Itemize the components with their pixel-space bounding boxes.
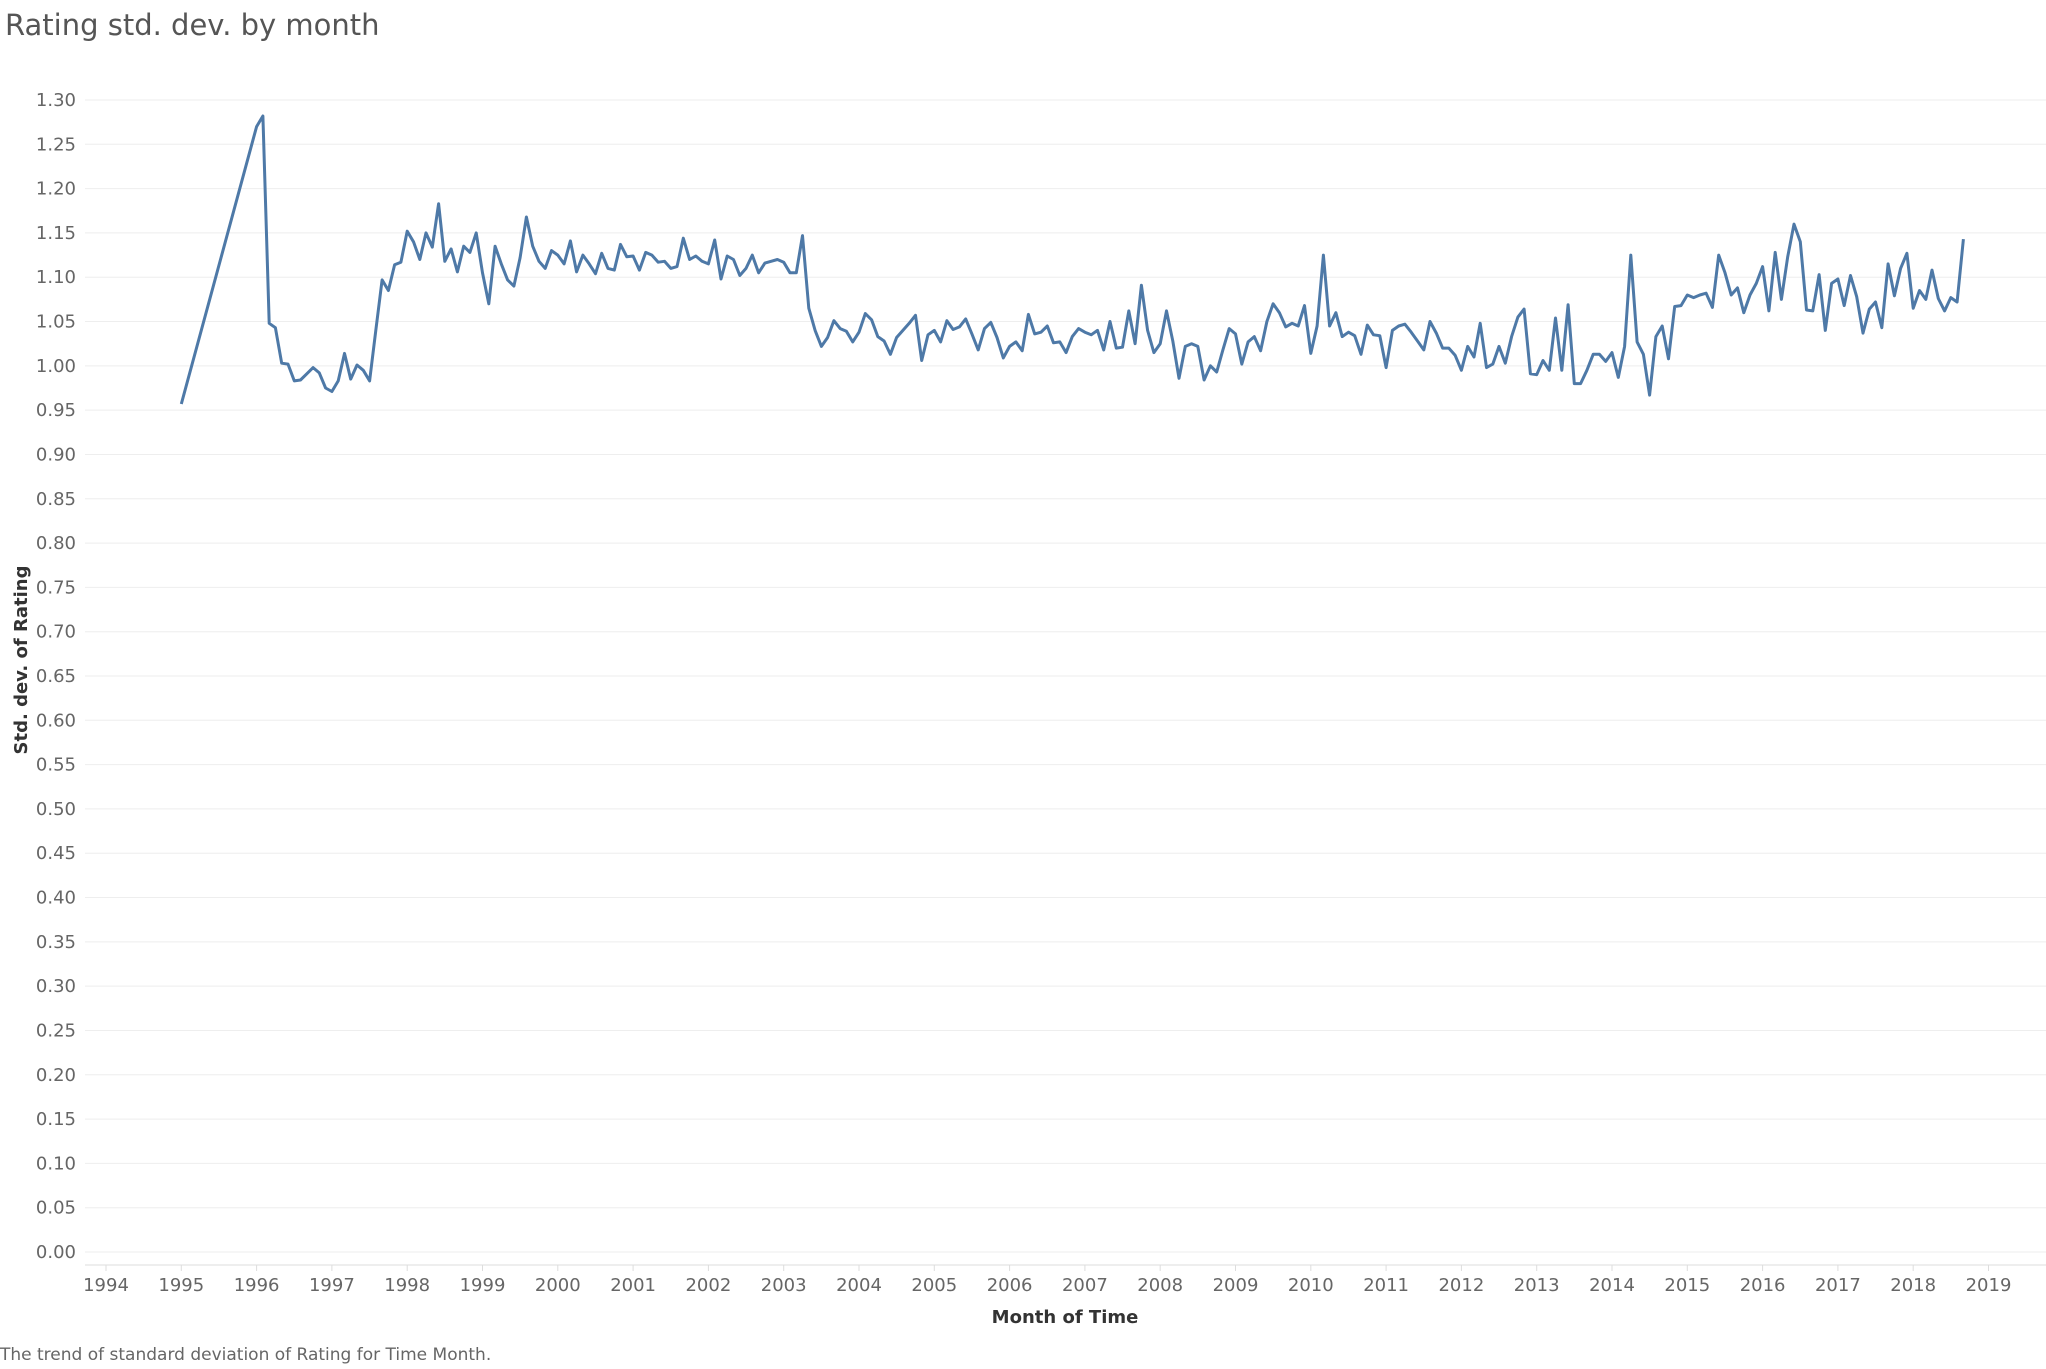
y-tick-label: 0.70 xyxy=(36,622,76,643)
x-axis-ticks: 1994 1995 1996 1997 1998 1999 2000 2001 2002 2003… xyxy=(83,1265,2011,1296)
x-tick-label: 2016 xyxy=(1740,1275,1786,1296)
x-tick-label: 2003 xyxy=(761,1275,807,1296)
y-tick-label: 1.15 xyxy=(36,223,76,244)
y-tick-label: 0.45 xyxy=(36,843,76,864)
x-tick-label: 2018 xyxy=(1890,1275,1936,1296)
chart-title: Rating std. dev. by month xyxy=(5,8,380,42)
y-tick-label: 0.90 xyxy=(36,444,76,465)
chart-caption: The trend of standard deviation of Ratin… xyxy=(0,1345,492,1365)
y-tick-label: 1.25 xyxy=(36,134,76,155)
series-line-std-dev[interactable] xyxy=(179,114,1965,405)
y-tick-label: 0.60 xyxy=(36,710,76,731)
y-tick-label: 0.00 xyxy=(36,1242,76,1263)
y-tick-label: 1.20 xyxy=(36,179,76,200)
x-tick-label: 1997 xyxy=(309,1275,355,1296)
y-axis-ticks: 0.00 0.05 0.10 0.15 0.20 0.25 0.30 0.35 0.40 0.45… xyxy=(36,90,76,1263)
x-tick-label: 2010 xyxy=(1288,1275,1334,1296)
y-tick-label: 0.30 xyxy=(36,976,76,997)
y-tick-label: 1.00 xyxy=(36,356,76,377)
y-tick-label: 0.20 xyxy=(36,1065,76,1086)
x-tick-label: 2009 xyxy=(1213,1275,1259,1296)
x-tick-label: 2000 xyxy=(535,1275,581,1296)
x-tick-label: 1998 xyxy=(384,1275,430,1296)
x-tick-label: 2005 xyxy=(911,1275,957,1296)
x-tick-label: 2015 xyxy=(1664,1275,1710,1296)
y-tick-label: 1.10 xyxy=(36,267,76,288)
y-tick-label: 1.05 xyxy=(36,312,76,333)
y-tick-label: 0.15 xyxy=(36,1109,76,1130)
y-tick-label: 0.75 xyxy=(36,577,76,598)
x-tick-label: 2001 xyxy=(610,1275,656,1296)
x-tick-label: 2002 xyxy=(685,1275,731,1296)
y-tick-label: 1.30 xyxy=(36,90,76,111)
x-tick-label: 1994 xyxy=(83,1275,129,1296)
x-tick-label: 2012 xyxy=(1438,1275,1484,1296)
y-tick-label: 0.25 xyxy=(36,1020,76,1041)
y-tick-label: 0.55 xyxy=(36,755,76,776)
x-tick-label: 2011 xyxy=(1363,1275,1409,1296)
y-tick-label: 0.80 xyxy=(36,533,76,554)
y-tick-label: 0.10 xyxy=(36,1153,76,1174)
x-tick-label: 2013 xyxy=(1514,1275,1560,1296)
y-tick-label: 0.65 xyxy=(36,666,76,687)
x-tick-label: 2006 xyxy=(987,1275,1033,1296)
x-tick-label: 1996 xyxy=(234,1275,280,1296)
y-tick-label: 0.50 xyxy=(36,799,76,820)
x-tick-label: 2017 xyxy=(1815,1275,1861,1296)
x-tick-label: 2014 xyxy=(1589,1275,1635,1296)
gridlines xyxy=(85,99,2046,1253)
y-tick-label: 0.35 xyxy=(36,932,76,953)
y-tick-label: 0.05 xyxy=(36,1198,76,1219)
x-tick-label: 1995 xyxy=(158,1275,204,1296)
x-tick-label: 2004 xyxy=(836,1275,882,1296)
x-tick-label: 2019 xyxy=(1966,1275,2012,1296)
x-tick-label: 2007 xyxy=(1062,1275,1108,1296)
y-tick-label: 0.95 xyxy=(36,400,76,421)
y-tick-label: 0.85 xyxy=(36,489,76,510)
y-tick-label: 0.40 xyxy=(36,888,76,909)
y-axis-title: Std. dev. of Rating xyxy=(11,566,32,755)
x-axis-title: Month of Time xyxy=(992,1307,1139,1328)
x-tick-label: 1999 xyxy=(460,1275,506,1296)
x-tick-label: 2008 xyxy=(1137,1275,1183,1296)
